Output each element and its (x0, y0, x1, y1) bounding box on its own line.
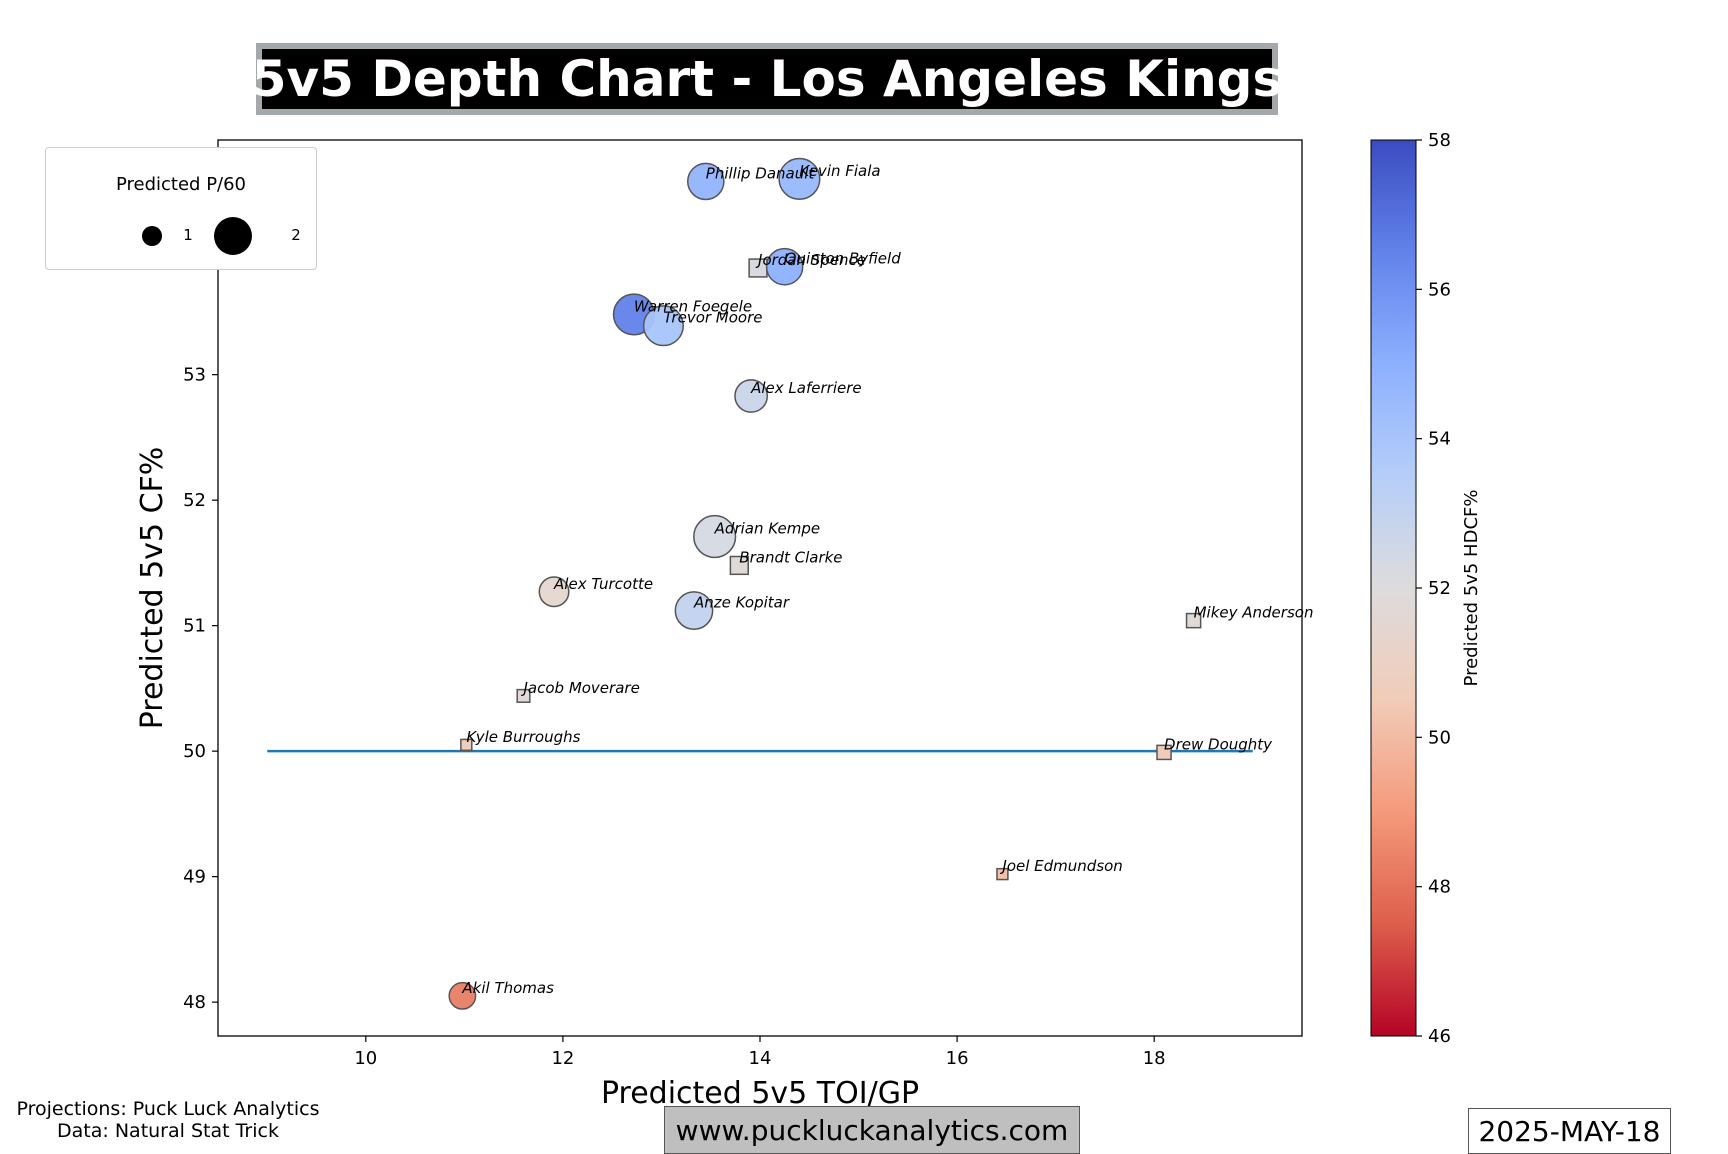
point-label: Jacob Moverare (520, 679, 639, 697)
point-label: Anze Kopitar (693, 594, 790, 612)
colorbar-tick-label: 50 (1428, 727, 1451, 748)
credits: Projections: Puck Luck Analytics Data: N… (4, 1098, 332, 1142)
colorbar-tick-label: 52 (1428, 578, 1451, 599)
colorbar-tick-label: 56 (1428, 279, 1451, 300)
website-link[interactable]: www.puckluckanalytics.com (664, 1106, 1080, 1154)
point-alex-laferriere (734, 379, 769, 413)
x-tick-label: 12 (551, 1048, 574, 1069)
point-label: Quinton Byfield (785, 250, 902, 268)
colorbar-label: Predicted 5v5 HDCF% (1461, 490, 1482, 687)
chart-axes: 101214161848495051525354 (183, 239, 1166, 1069)
point-adrian-kempe (693, 514, 737, 559)
point-kevin-fiala (778, 157, 821, 200)
legend-marker-large (214, 217, 252, 255)
point-alex-turcotte (538, 576, 570, 608)
colorbar-axis: 46 48 50 52 54 56 58 (1416, 130, 1451, 1047)
y-tick-label: 53 (183, 365, 206, 386)
point-label: Warren Foegele (634, 297, 752, 315)
point-phillip-danault (686, 162, 725, 201)
x-tick-label: 18 (1143, 1048, 1166, 1069)
point-label: Alex Laferriere (750, 379, 862, 397)
x-tick-label: 16 (946, 1048, 969, 1069)
x-tick-label: 10 (354, 1048, 377, 1069)
point-label: Joel Edmundson (999, 857, 1122, 875)
credit-data: Data: Natural Stat Trick (57, 1120, 279, 1142)
y-axis-label: Predicted 5v5 CF% (135, 447, 170, 730)
y-tick-label: 48 (183, 992, 206, 1013)
x-tick-label: 14 (749, 1048, 772, 1069)
point-label: Kyle Burroughs (466, 728, 580, 746)
point-label: Brandt Clarke (739, 548, 842, 566)
chart-title: 5v5 Depth Chart - Los Angeles Kings (251, 50, 1283, 108)
x-axis-label: Predicted 5v5 TOI/GP (601, 1076, 919, 1111)
legend-label-2: 2 (291, 226, 301, 244)
y-tick-label: 51 (183, 616, 206, 637)
point-label: Kevin Fiala (799, 162, 880, 180)
title-banner: 5v5 Depth Chart - Los Angeles Kings (252, 43, 1282, 115)
point-label: Mikey Anderson (1194, 604, 1314, 622)
credit-projections: Projections: Puck Luck Analytics (16, 1098, 320, 1120)
colorbar-tick-label: 46 (1428, 1026, 1451, 1047)
point-quinton-byfield (765, 247, 804, 286)
plot-area (217, 139, 1303, 1037)
point-label: Adrian Kempe (714, 520, 820, 538)
point-label: Jordan Spence (755, 251, 866, 269)
colorbar-tick-label: 48 (1428, 877, 1451, 898)
point-label: Drew Doughty (1164, 735, 1273, 753)
size-legend: Predicted P/60 1 2 (45, 147, 317, 270)
point-trevor-moore (642, 305, 684, 347)
point-joel-edmundson (996, 867, 1009, 881)
colorbar-tick-label: 54 (1428, 429, 1451, 450)
colorbar (1370, 139, 1417, 1037)
point-label: Trevor Moore (663, 309, 762, 327)
point-mikey-anderson (1185, 612, 1202, 629)
point-jacob-moverare (516, 688, 531, 703)
legend-label-1: 1 (183, 226, 193, 244)
point-drew-doughty (1156, 744, 1172, 761)
legend-marker-small (142, 226, 162, 246)
point-brandt-clarke (729, 555, 749, 576)
colorbar-tick-label: 58 (1428, 130, 1451, 151)
point-label: Akil Thomas (461, 979, 554, 997)
legend-title: Predicted P/60 (115, 174, 247, 195)
point-akil-thomas (448, 981, 477, 1010)
y-tick-label: 50 (183, 741, 206, 762)
date-stamp: 2025-MAY-18 (1468, 1108, 1671, 1154)
point-anze-kopitar (674, 591, 714, 631)
y-tick-label: 52 (183, 490, 206, 511)
point-kyle-burroughs (460, 738, 473, 752)
point-label: Alex Turcotte (553, 575, 653, 593)
point-label: Phillip Danault (706, 164, 816, 182)
y-tick-label: 49 (183, 867, 206, 888)
